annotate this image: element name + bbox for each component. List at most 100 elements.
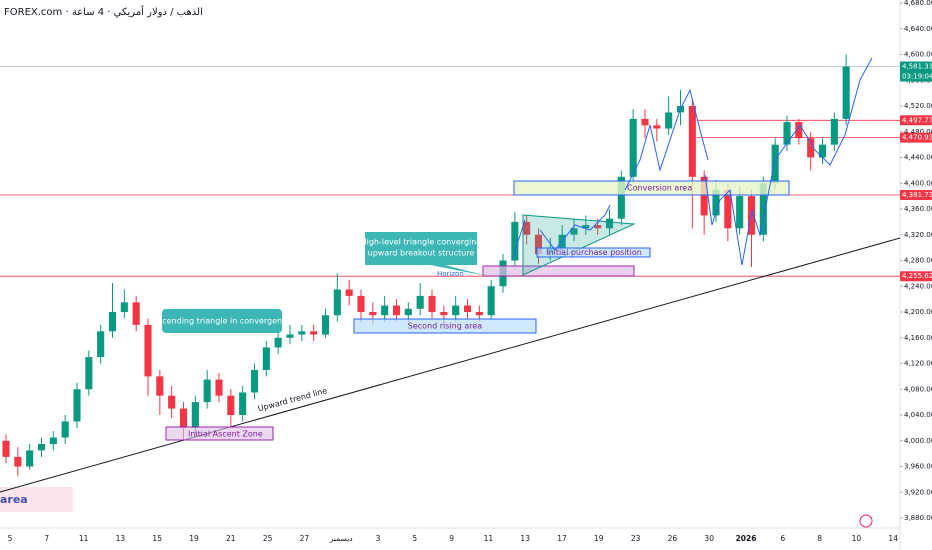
- y-tick-label: 3,920.00: [904, 488, 932, 496]
- x-tick-label: 19: [189, 534, 199, 543]
- candle-body: [688, 106, 696, 177]
- candle-body: [736, 196, 744, 229]
- y-tick-label: 4,480.00: [904, 128, 932, 136]
- y-tick-label: 4,440.00: [904, 154, 932, 162]
- x-tick-label: 23: [631, 534, 641, 543]
- callout: [162, 309, 282, 333]
- zone-label: Initial Ascent Zone: [188, 430, 263, 439]
- path-sketch: [511, 57, 873, 266]
- y-tick-label: 4,680.00: [904, 0, 932, 7]
- candle-body: [617, 176, 625, 219]
- candle-body: [26, 450, 34, 467]
- candle-body: [179, 408, 188, 428]
- candle-body: [523, 221, 531, 235]
- candle-body: [534, 234, 543, 255]
- price-label: 4,381.73: [902, 191, 932, 199]
- candle-body: [61, 421, 69, 438]
- callout-text: upward breakout structure: [368, 249, 475, 258]
- candle-body: [428, 295, 436, 312]
- zone-label: Horizon: [437, 270, 464, 278]
- candle-body: [759, 183, 767, 235]
- candle-body: [381, 305, 389, 316]
- candle-body: [73, 389, 81, 422]
- price-label-box: [900, 61, 932, 82]
- x-tick-label: 6: [780, 534, 785, 543]
- trend-line: [0, 237, 901, 493]
- x-tick-label: 30: [704, 534, 714, 543]
- candle-body: [144, 324, 152, 377]
- candle-body: [570, 228, 578, 235]
- y-tick-label: 4,160.00: [904, 334, 932, 342]
- y-tick-label: 3,880.00: [904, 514, 932, 522]
- zone-label: Initial purchase position: [546, 248, 642, 257]
- y-tick-label: 4,400.00: [904, 179, 932, 187]
- x-tick-label: 26: [668, 534, 678, 543]
- zone: [0, 487, 73, 512]
- candle-body: [511, 221, 519, 261]
- candle-body: [830, 118, 838, 145]
- x-tick-label: 5: [412, 534, 417, 543]
- y-tick-label: 4,600.00: [904, 51, 932, 59]
- candle-body: [262, 347, 270, 370]
- x-tick-label: 9: [449, 534, 454, 543]
- candle-body: [156, 376, 164, 396]
- candle-body: [487, 286, 495, 316]
- candle-body: [345, 289, 353, 296]
- y-tick-label: 4,080.00: [904, 385, 932, 393]
- x-tick-label: 2026: [736, 534, 757, 543]
- y-tick-label: 4,240.00: [904, 282, 932, 290]
- zone: [353, 318, 537, 334]
- candle-body: [416, 295, 424, 309]
- candle-body: [452, 305, 460, 316]
- x-tick-label: 25: [263, 534, 273, 543]
- candle-body: [357, 295, 365, 312]
- candle-body: [120, 302, 128, 312]
- callout: [365, 232, 487, 276]
- price-label-box: [900, 271, 932, 282]
- zone-label: Conversion area: [627, 184, 692, 193]
- x-tick-label: 13: [116, 534, 126, 543]
- candle-body: [665, 112, 673, 129]
- y-tick-label: 4,280.00: [904, 257, 932, 265]
- x-tick-label: 19: [594, 534, 604, 543]
- candle-body: [818, 144, 827, 158]
- y-tick-label: 4,640.00: [904, 25, 932, 33]
- candle-body: [842, 66, 850, 119]
- zone: [513, 180, 790, 196]
- candle-body: [85, 357, 93, 390]
- candle-body: [369, 312, 377, 316]
- price-label: 4,255.62: [902, 272, 932, 280]
- x-tick-label: 27: [300, 534, 310, 543]
- candle-body: [771, 144, 779, 184]
- candle-body: [286, 334, 294, 338]
- x-tick-label: 10: [852, 534, 862, 543]
- candle-body: [783, 122, 791, 145]
- price-label: 4,581.31: [902, 63, 932, 71]
- candle-body: [440, 312, 448, 316]
- candle-body: [629, 118, 637, 177]
- zone: [536, 247, 651, 258]
- x-tick-label: ديسمبر: [329, 534, 353, 543]
- candle-body: [392, 305, 401, 316]
- candle-body: [404, 308, 412, 316]
- price-label-box: [900, 132, 932, 143]
- candle-body: [724, 189, 732, 229]
- candle-body: [641, 118, 649, 126]
- x-tick-label: 11: [484, 534, 494, 543]
- x-tick-label: 5: [8, 534, 13, 543]
- x-tick-label: 17: [557, 534, 567, 543]
- candle-body: [2, 440, 10, 457]
- y-tick-label: 4,120.00: [904, 360, 932, 368]
- candle-body: [653, 125, 661, 129]
- x-tick-label: 13: [520, 534, 530, 543]
- x-tick-label: 3: [376, 534, 381, 543]
- candle-body: [132, 302, 140, 325]
- candle-body: [191, 402, 199, 428]
- candle-body: [712, 189, 720, 216]
- candle-body: [321, 315, 330, 335]
- callout-text: High-level triangle converging: [361, 238, 482, 247]
- candle-body: [298, 331, 306, 335]
- candle-body: [14, 456, 22, 467]
